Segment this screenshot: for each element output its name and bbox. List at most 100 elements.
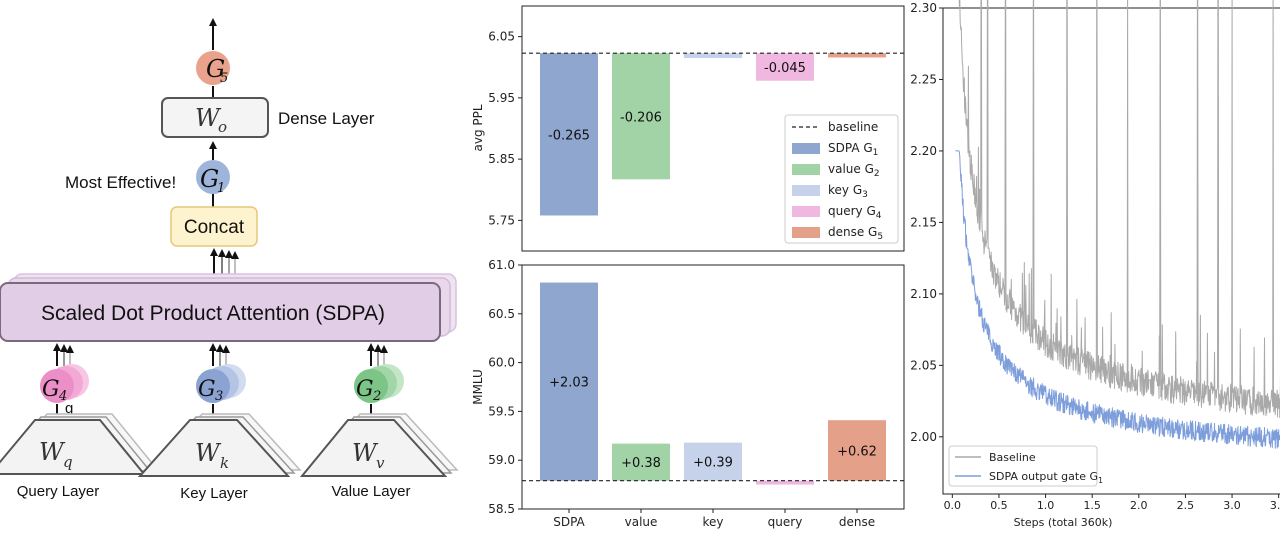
bar-value (612, 443, 670, 481)
svg-text:4: 4 (58, 389, 67, 404)
legend-label: baseline (828, 120, 878, 134)
dense-layer-box: W o (161, 97, 269, 138)
legend-label: key G3 (828, 183, 868, 200)
baseline-loss-curve (958, 0, 1280, 419)
svg-text:k: k (220, 454, 229, 472)
legend-swatch (792, 185, 820, 196)
svg-text:2: 2 (372, 389, 381, 404)
svg-text:Scaled Dot Product Attention (: Scaled Dot Product Attention (SDPA) (41, 302, 385, 325)
y-tick-label: 2.25 (910, 72, 937, 86)
bar-value-label: +0.62 (837, 444, 877, 459)
bar-value-label: -0.206 (620, 110, 662, 125)
y-tick-label: 60.5 (488, 307, 515, 321)
mmlu-y-axis-label: MMLU (471, 369, 485, 405)
mmlu-bar-chart: +2.03 +0.38 +0.39 +0.62 58.5 59.0 59.5 60.0 60.… (471, 258, 905, 529)
value-layer-label: Value Layer (332, 483, 411, 500)
attention-gating-diagram: G 5 W o Dense Layer G 1 Most Effective! … (0, 18, 459, 502)
legend-swatch (792, 164, 820, 175)
gate-loss-curve (955, 150, 1280, 449)
legend-label: SDPA G1 (828, 141, 878, 158)
x-tick-label: key (702, 515, 723, 529)
bar-SDPA (540, 282, 598, 481)
key-layer-label: Key Layer (180, 485, 248, 502)
bar-value-label: +2.03 (549, 376, 589, 391)
loss-x-axis-label: Steps (total 360k) (1014, 516, 1113, 529)
legend-swatch (792, 227, 820, 238)
svg-text:W: W (352, 439, 379, 467)
bar-dense (828, 420, 886, 481)
dense-layer-label: Dense Layer (278, 109, 375, 128)
value-layer-block: W v (299, 413, 459, 477)
bar-value (612, 53, 670, 180)
g5-gate-node: G 5 (196, 51, 230, 86)
y-tick-label: 2.30 (910, 1, 937, 15)
y-tick-label: 60.0 (488, 356, 515, 370)
y-tick-label: 2.15 (910, 215, 937, 229)
y-tick-label: 58.5 (488, 502, 515, 516)
bar-query (756, 53, 814, 81)
legend-label: value G2 (828, 162, 880, 179)
ppl-legend: baseline SDPA G1 value G2 key G3 query G4 den… (784, 114, 899, 244)
svg-text:G: G (198, 377, 216, 402)
x-tick-label: 0.5 (990, 499, 1008, 512)
x-tick-label: 1.0 (1037, 499, 1055, 512)
bar-value-label: -0.265 (548, 128, 590, 143)
legend-label: dense G5 (828, 225, 883, 242)
bar-key (684, 442, 742, 481)
y-tick-label: 6.05 (488, 30, 515, 44)
stray-g-label: g (65, 400, 73, 417)
g3-gate-node: G 3 (196, 364, 246, 404)
svg-text:3: 3 (215, 389, 223, 404)
legend-label: query G4 (828, 204, 882, 221)
x-tick-label: 3.5 (1270, 499, 1280, 512)
y-tick-label: 2.20 (910, 144, 937, 158)
concat-box: Concat (170, 206, 258, 247)
bar-value-label: +0.39 (693, 456, 733, 471)
legend-swatch (792, 143, 820, 154)
y-tick-label: 5.85 (488, 152, 515, 166)
query-layer-label: Query Layer (17, 483, 100, 500)
bar-value-label: -0.045 (764, 61, 806, 76)
legend-label: SDPA output gate G1 (989, 470, 1103, 485)
y-tick-label: 59.0 (488, 453, 515, 467)
most-effective-label: Most Effective! (65, 173, 176, 192)
loss-curve-chart: 2.00 2.05 2.10 2.15 2.20 2.25 2.30 0.0 0.5 1.0 1.… (910, 0, 1280, 529)
loss-legend: Baseline SDPA output gate G1 (948, 445, 1103, 487)
y-tick-label: 5.75 (488, 213, 515, 227)
g4-gate-node: G 4 (40, 364, 89, 404)
svg-text:Concat: Concat (184, 217, 245, 238)
query-layer-block: W q (0, 413, 158, 475)
g2-gate-node: G 2 (354, 364, 404, 404)
y-tick-label: 2.05 (910, 358, 937, 372)
x-tick-label: SDPA (553, 515, 585, 529)
x-tick-label: 2.0 (1130, 499, 1148, 512)
bar-value-label: +0.38 (621, 456, 661, 471)
svg-text:W: W (195, 439, 222, 467)
svg-text:v: v (376, 454, 385, 472)
svg-text:5: 5 (220, 71, 228, 86)
y-tick-label: 59.5 (488, 404, 515, 418)
x-tick-label: 3.0 (1223, 499, 1241, 512)
svg-text:q: q (63, 453, 73, 471)
svg-text:W: W (195, 104, 222, 132)
y-tick-label: 61.0 (488, 258, 515, 272)
svg-text:G: G (200, 165, 219, 193)
svg-text:W: W (39, 438, 66, 466)
bar-query (756, 480, 814, 485)
svg-text:G: G (42, 377, 60, 402)
key-layer-block: W k (137, 413, 302, 477)
svg-text:G: G (206, 55, 225, 83)
results-charts: -0.265 -0.206 -0.045 5.75 5.85 5.95 6.05 avg … (471, 0, 1280, 529)
g1-gate-node: G 1 (196, 160, 230, 196)
ppl-y-axis-label: avg PPL (471, 104, 485, 151)
y-tick-label: 5.95 (488, 91, 515, 105)
x-tick-label: query (768, 515, 803, 529)
sdpa-box: Scaled Dot Product Attention (SDPA) (0, 273, 457, 342)
bar-key (684, 53, 742, 59)
svg-text:G: G (356, 377, 374, 402)
x-tick-label: 1.5 (1083, 499, 1101, 512)
legend-label: Baseline (989, 451, 1036, 464)
ppl-bar-chart: -0.265 -0.206 -0.045 5.75 5.85 5.95 6.05 avg … (471, 5, 905, 252)
x-tick-label: value (625, 515, 658, 529)
y-tick-label: 2.00 (910, 430, 937, 444)
